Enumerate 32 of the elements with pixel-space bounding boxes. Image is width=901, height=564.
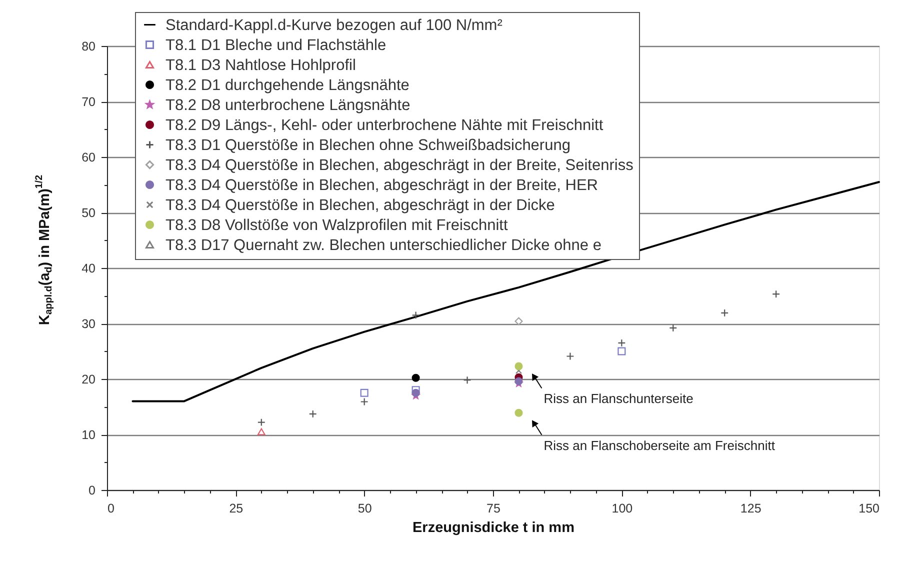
legend-label: T8.3 D4 Querstöße in Blechen, abgeschrägt in der Dicke	[166, 196, 555, 214]
x-tick-label: 0	[108, 502, 114, 516]
legend-label: T8.3 D1 Querstöße in Blechen ohne Schweißbadsicherung	[166, 136, 570, 154]
legend-label: T8.1 D1 Bleche und Flachstähle	[166, 36, 386, 54]
legend-label: T8.3 D8 Vollstöße von Walzprofilen mit Freischnitt	[166, 216, 508, 234]
y-tick-label: 60	[82, 150, 96, 164]
legend-label: T8.2 D1 durchgehende Längsnähte	[166, 76, 410, 94]
x-axis-title: Erzeugnisdicke t in mm	[412, 520, 574, 536]
y-tick-label: 10	[82, 428, 96, 442]
legend-label: Standard-Kappl.d-Kurve bezogen auf 100 N/mm²	[166, 16, 502, 34]
legend-label: T8.2 D8 unterbrochene Längsnähte	[166, 96, 410, 114]
y-tick-label: 70	[82, 95, 96, 109]
legend-label: T8.3 D4 Querstöße in Blechen, abgeschrägt in der Breite, HER	[166, 176, 598, 194]
x-tick-label: 125	[740, 502, 762, 516]
x-tick-label: 100	[612, 502, 633, 516]
legend-label: T8.2 D9 Längs-, Kehl- oder unterbrochene Nähte mit Freischnitt	[166, 116, 604, 134]
y-tick-label: 30	[82, 317, 96, 331]
y-tick-label: 50	[82, 206, 96, 220]
y-axis-title: Kappl.d(ad) in MPa(m)1/2	[34, 174, 54, 326]
y-tick-label: 40	[82, 262, 96, 276]
annotation: Riss an Flanschunterseite	[544, 391, 694, 406]
legend-label: T8.3 D4 Querstöße in Blechen, abgeschrägt in der Breite, Seitenriss	[166, 156, 634, 174]
x-tick-label: 150	[858, 502, 880, 516]
annotation: Riss an Flanschoberseite am Freischnitt	[544, 438, 776, 453]
y-tick-label: 80	[82, 40, 96, 54]
legend-label: T8.3 D17 Quernaht zw. Blechen unterschiedlicher Dicke ohne e	[166, 236, 602, 254]
x-tick-label: 50	[358, 502, 372, 516]
y-tick-label: 20	[82, 372, 96, 386]
legend-label: T8.1 D3 Nahtlose Hohlprofil	[166, 56, 356, 74]
x-tick-label: 25	[229, 502, 244, 516]
x-tick-label: 75	[486, 502, 500, 516]
y-tick-label: 0	[88, 484, 96, 498]
